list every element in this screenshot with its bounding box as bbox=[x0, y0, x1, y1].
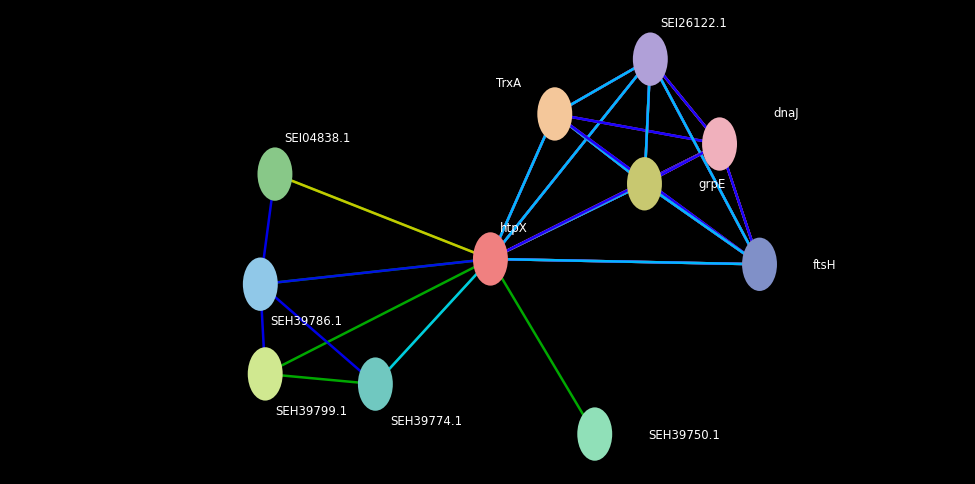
Ellipse shape bbox=[627, 158, 662, 211]
Ellipse shape bbox=[257, 148, 292, 201]
Ellipse shape bbox=[537, 88, 572, 141]
Ellipse shape bbox=[633, 33, 668, 87]
Ellipse shape bbox=[577, 408, 612, 461]
Text: TrxA: TrxA bbox=[496, 77, 522, 90]
Text: SEH39799.1: SEH39799.1 bbox=[275, 404, 347, 417]
Ellipse shape bbox=[358, 358, 393, 411]
Ellipse shape bbox=[248, 348, 283, 401]
Ellipse shape bbox=[243, 258, 278, 311]
Text: SEI04838.1: SEI04838.1 bbox=[285, 132, 351, 145]
Text: SEH39786.1: SEH39786.1 bbox=[270, 315, 342, 327]
Ellipse shape bbox=[702, 118, 737, 171]
Text: SEH39750.1: SEH39750.1 bbox=[648, 428, 721, 440]
Text: ftsH: ftsH bbox=[813, 258, 837, 271]
Text: SEI26122.1: SEI26122.1 bbox=[660, 17, 727, 30]
Text: htpX: htpX bbox=[500, 222, 527, 234]
Text: grpE: grpE bbox=[698, 178, 725, 191]
Ellipse shape bbox=[742, 238, 777, 291]
Text: SEH39774.1: SEH39774.1 bbox=[390, 414, 462, 427]
Text: dnaJ: dnaJ bbox=[773, 107, 799, 120]
Ellipse shape bbox=[473, 233, 508, 286]
